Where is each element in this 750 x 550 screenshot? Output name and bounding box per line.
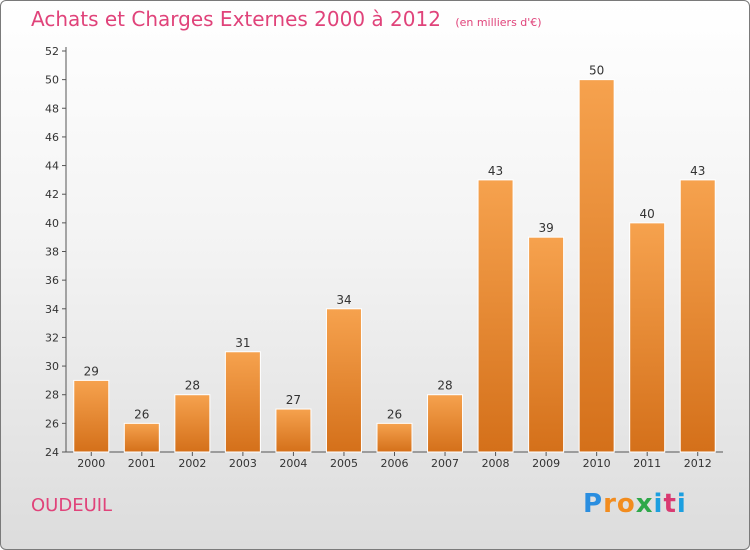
y-tick-label: 42 — [45, 188, 59, 201]
bar-value-label: 26 — [134, 407, 149, 421]
chart-title: Achats et Charges Externes 2000 à 2012 (… — [31, 7, 542, 31]
bar-value-label: 43 — [690, 164, 705, 178]
bar — [578, 79, 615, 453]
x-tick-label: 2009 — [532, 457, 560, 470]
bar-value-label: 26 — [387, 407, 402, 421]
commune-name: OUDEUIL — [31, 495, 113, 516]
y-tick-label: 32 — [45, 331, 59, 344]
bar — [174, 394, 211, 453]
y-tick-label: 52 — [45, 45, 59, 58]
x-tick-label: 2010 — [583, 457, 611, 470]
y-tick-label: 48 — [45, 102, 59, 115]
logo-letter: r — [603, 489, 617, 519]
y-tick-label: 50 — [45, 74, 59, 87]
bar — [629, 222, 666, 453]
bar — [528, 236, 565, 453]
bar — [679, 179, 716, 453]
bar — [325, 308, 362, 453]
y-tick-label: 26 — [45, 417, 59, 430]
x-tick-label: 2000 — [77, 457, 105, 470]
bar-value-label: 50 — [589, 64, 604, 78]
x-tick-label: 2003 — [229, 457, 257, 470]
x-tick-label: 2001 — [128, 457, 156, 470]
bar-value-label: 40 — [640, 207, 655, 221]
bar — [427, 394, 464, 453]
x-tick-label: 2002 — [178, 457, 206, 470]
bar — [123, 422, 160, 453]
x-tick-label: 2004 — [279, 457, 307, 470]
x-tick-label: 2005 — [330, 457, 358, 470]
bar-value-label: 43 — [488, 164, 503, 178]
y-tick-label: 30 — [45, 360, 59, 373]
bar-value-label: 34 — [336, 293, 351, 307]
y-tick-label: 40 — [45, 217, 59, 230]
y-tick-label: 24 — [45, 446, 59, 459]
logo-letter: i — [676, 489, 687, 519]
y-tick-label: 28 — [45, 389, 59, 402]
bar-value-label: 27 — [286, 393, 301, 407]
y-tick-label: 44 — [45, 160, 59, 173]
y-tick-label: 38 — [45, 246, 59, 259]
bar-value-label: 31 — [235, 336, 250, 350]
y-tick-label: 36 — [45, 274, 59, 287]
chart-title-text: Achats et Charges Externes 2000 à 2012 — [31, 7, 441, 31]
y-tick-label: 46 — [45, 131, 59, 144]
logo-letter: t — [663, 489, 677, 519]
y-tick-label: 34 — [45, 303, 59, 316]
chart-subtitle: (en milliers d'€) — [455, 16, 542, 29]
logo-letter: o — [616, 489, 636, 519]
bar-value-label: 39 — [538, 221, 553, 235]
bar-value-label: 29 — [84, 364, 99, 378]
proxiti-logo: Proxiti — [583, 489, 687, 519]
x-tick-label: 2012 — [684, 457, 712, 470]
bar — [376, 422, 413, 453]
bar — [224, 351, 261, 453]
bar — [477, 179, 514, 453]
bar — [275, 408, 312, 453]
bar-value-label: 28 — [185, 379, 200, 393]
logo-letter: i — [653, 489, 664, 519]
x-tick-label: 2008 — [482, 457, 510, 470]
x-tick-label: 2011 — [633, 457, 661, 470]
x-tick-label: 2006 — [381, 457, 409, 470]
bar-value-label: 28 — [437, 379, 452, 393]
bar — [73, 379, 110, 453]
x-tick-label: 2007 — [431, 457, 459, 470]
logo-letter: x — [635, 489, 654, 519]
logo-letter: P — [583, 489, 604, 519]
